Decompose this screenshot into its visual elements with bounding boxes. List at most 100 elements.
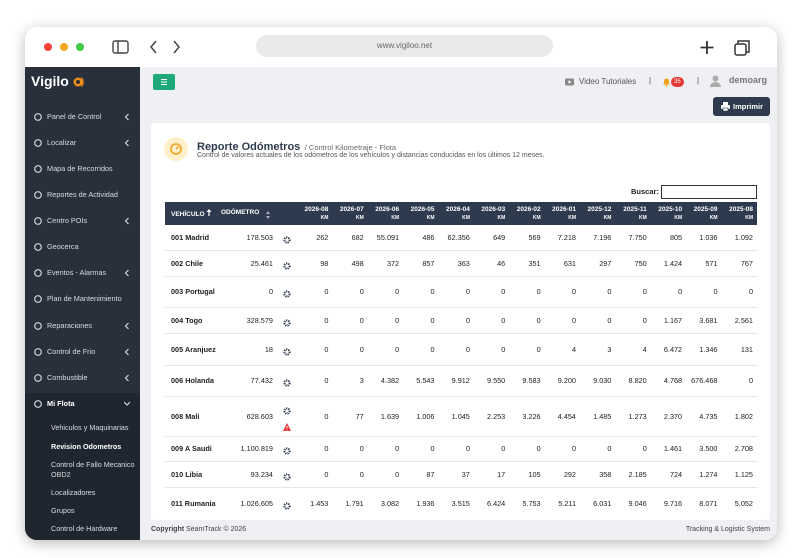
back-button[interactable]: [150, 40, 157, 54]
table-row: 010 Libia 93.234 0 0 0 87 37 17 105 292 358 2.185 72…: [165, 461, 757, 488]
km-cell: 2.370: [650, 396, 687, 437]
table-row: 002 Chile 25.461 98 498 372 857 363 46 351 631 297…: [165, 250, 757, 277]
km-cell: 1.485: [580, 396, 616, 437]
km-cell: 0: [721, 365, 757, 397]
km-cell: 2.253: [473, 396, 510, 437]
bell-icon[interactable]: [662, 77, 671, 87]
month-label: 2026-04: [446, 205, 470, 213]
main-area: Video Tutoriales | 35 | demoarg Imprimir…: [140, 67, 777, 540]
settings-icon[interactable]: [283, 447, 291, 455]
new-tab[interactable]: [700, 41, 714, 54]
submenu-item[interactable]: Localizadores: [51, 488, 96, 497]
km-cell: 0: [580, 307, 616, 334]
km-cell: 0: [580, 436, 616, 462]
menu-item[interactable]: Eventos - Alarmas: [25, 261, 140, 285]
sidebar-toggle[interactable]: [112, 40, 129, 54]
month-header[interactable]: 2026-02 KM: [509, 202, 545, 225]
settings-icon[interactable]: [283, 379, 291, 387]
search-input[interactable]: [661, 185, 757, 199]
settings-icon[interactable]: [283, 236, 291, 244]
submenu-item[interactable]: Control de Fallo Mecanico OBD2: [51, 460, 135, 479]
max-dot[interactable]: [76, 43, 84, 51]
month-label: 2026-08: [304, 205, 329, 213]
forward-button[interactable]: [173, 40, 180, 54]
menu-item[interactable]: Plan de Mantenimiento: [25, 287, 140, 311]
month-label: 2026-07: [339, 205, 364, 213]
month-header[interactable]: 2026-04 KM: [438, 202, 474, 225]
min-dot[interactable]: [60, 43, 68, 51]
km-cell: 0: [297, 276, 333, 308]
menu-item[interactable]: Panel de Control: [25, 105, 140, 129]
settings-icon[interactable]: [283, 347, 291, 356]
menu-item[interactable]: Combustible: [25, 366, 140, 390]
warning-icon[interactable]: [283, 423, 291, 431]
footer-left: Copyright SeamTrack © 2026: [151, 526, 246, 533]
month-header[interactable]: 2026-06 KM: [367, 202, 404, 225]
vehicle-name: 001 Madrid: [171, 232, 210, 242]
menu-item[interactable]: Centro POIs: [25, 209, 140, 233]
km-cell: 4.768: [650, 365, 687, 397]
settings-icon[interactable]: [283, 290, 291, 298]
month-header[interactable]: 2025-11 KM: [615, 202, 651, 225]
submenu-item[interactable]: Revision Odometros: [51, 442, 122, 451]
km-cell: 1.167: [650, 307, 687, 334]
km-cell: 0: [367, 333, 404, 366]
month-header[interactable]: 2025-08 KM: [721, 202, 757, 225]
print-button[interactable]: Imprimir: [713, 97, 770, 116]
vehicle-name: 002 Chile: [171, 258, 204, 268]
menu-item[interactable]: Mi Flota: [25, 392, 140, 416]
odometer-header-label: ODÓMETRO: [221, 209, 260, 216]
km-cell: 750: [615, 250, 651, 277]
km-cell: 3: [332, 365, 368, 397]
settings-icon[interactable]: [283, 407, 291, 415]
month-header[interactable]: 2025-12 KM: [580, 202, 616, 225]
menu-toggle[interactable]: [153, 74, 175, 90]
km-cell: 7.750: [615, 225, 651, 251]
month-label: 2025-08: [729, 205, 753, 213]
close-dot[interactable]: [44, 43, 52, 51]
km-cell: 0: [544, 307, 580, 334]
menu-item[interactable]: Reportes de Actividad: [25, 183, 140, 207]
odometer-cell: 93.234: [217, 461, 277, 488]
km-cell: 767: [721, 250, 757, 277]
settings-icon[interactable]: [283, 261, 291, 270]
menu-item[interactable]: Reparaciones: [25, 314, 140, 338]
km-cell: 1.791: [332, 487, 368, 520]
address-bar[interactable]: www.vigiloo.net: [256, 35, 553, 57]
menu-icon-shape: [34, 295, 42, 303]
menu-item[interactable]: Mapa de Recorridos: [25, 157, 140, 181]
settings-icon[interactable]: [283, 502, 291, 510]
month-header[interactable]: 2025-09 KM: [686, 202, 722, 225]
km-cell: 2.561: [721, 307, 757, 334]
menu-item[interactable]: Control de Frio: [25, 340, 140, 364]
month-header[interactable]: 2026-01 KM: [544, 202, 580, 225]
chevron: [124, 401, 130, 406]
settings-icon[interactable]: [283, 318, 291, 327]
submenu-item[interactable]: Vehiculos y Maquinarias: [51, 423, 129, 432]
settings-icon[interactable]: [283, 472, 291, 481]
month-header[interactable]: 2025-10 KM: [650, 202, 687, 225]
vehicle-name: 009 A Saudi: [171, 444, 212, 453]
video-link[interactable]: Video Tutoriales: [579, 77, 637, 86]
tabs-button[interactable]: [734, 43, 747, 56]
vehicle-name: 003 Portugal: [171, 287, 215, 296]
odometer-header[interactable]: ODÓMETRO: [217, 202, 277, 225]
report-card: Reporte Odómetros / Control Kilometraje …: [151, 123, 770, 520]
km-cell: 631: [544, 250, 580, 277]
vehicle-header[interactable]: VEHÍCULO: [165, 202, 217, 225]
month-header[interactable]: 2026-07 KM: [332, 202, 368, 225]
user-name[interactable]: demoarg: [729, 75, 768, 85]
submenu-item[interactable]: Control de Hardware: [51, 524, 118, 533]
odometer-cell: 0: [217, 276, 277, 308]
month-header[interactable]: 2026-03 KM: [473, 202, 510, 225]
active-section: [25, 393, 140, 540]
gear: [283, 379, 291, 387]
submenu-item[interactable]: Grupos: [51, 506, 75, 515]
month-header[interactable]: 2026-08 KM: [297, 202, 333, 225]
menu-icon-shape: [34, 243, 42, 251]
copyright: Copyright: [151, 526, 185, 533]
menu-item[interactable]: Geocerca: [25, 235, 140, 259]
month-header[interactable]: 2026-05 KM: [403, 202, 439, 225]
menu-item[interactable]: Localizar: [25, 131, 140, 155]
logo[interactable]: Vigilo: [31, 73, 69, 89]
